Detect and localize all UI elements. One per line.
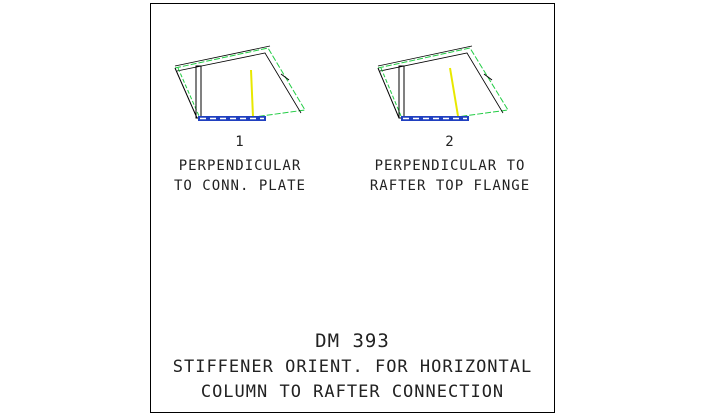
option-2-number: 2 — [445, 134, 455, 150]
detail-2-rafter-edge — [379, 52, 504, 114]
option-1-line1: PERPENDICULAR — [178, 158, 302, 174]
detail-1-rafter-diag — [174, 67, 198, 119]
detail-2-stiffener — [449, 67, 459, 117]
detail-1-column — [195, 65, 202, 119]
detail-1-rafter — [174, 47, 306, 119]
title-line2: COLUMN TO RAFTER CONNECTION — [200, 382, 505, 402]
detail-1-rafter-top — [174, 45, 271, 67]
detail-1-rafter-edge — [176, 52, 302, 114]
drawing-code: DM 393 — [315, 330, 390, 352]
drawing-frame — [150, 3, 555, 413]
detail-2-rafter — [377, 47, 509, 119]
detail-1-stiffener — [250, 69, 254, 118]
detail-1-drawing — [174, 45, 306, 121]
option-2-line2: RAFTER TOP FLANGE — [369, 178, 531, 194]
option-2-line1: PERPENDICULAR TO — [374, 158, 526, 174]
option-1-line2: TO CONN. PLATE — [173, 178, 306, 194]
option-1-number: 1 — [235, 134, 245, 150]
detail-2-column — [398, 65, 405, 119]
detail-2-drawing — [377, 45, 509, 121]
detail-2-rafter-top — [377, 45, 473, 67]
detail-2-break-mark — [483, 73, 493, 81]
detail-2-rafter-diag-green — [380, 67, 402, 117]
detail-2-rafter-diag — [377, 67, 400, 119]
title-line1: STIFFENER ORIENT. FOR HORIZONTAL — [172, 357, 533, 377]
detail-1-break-mark — [280, 73, 290, 81]
